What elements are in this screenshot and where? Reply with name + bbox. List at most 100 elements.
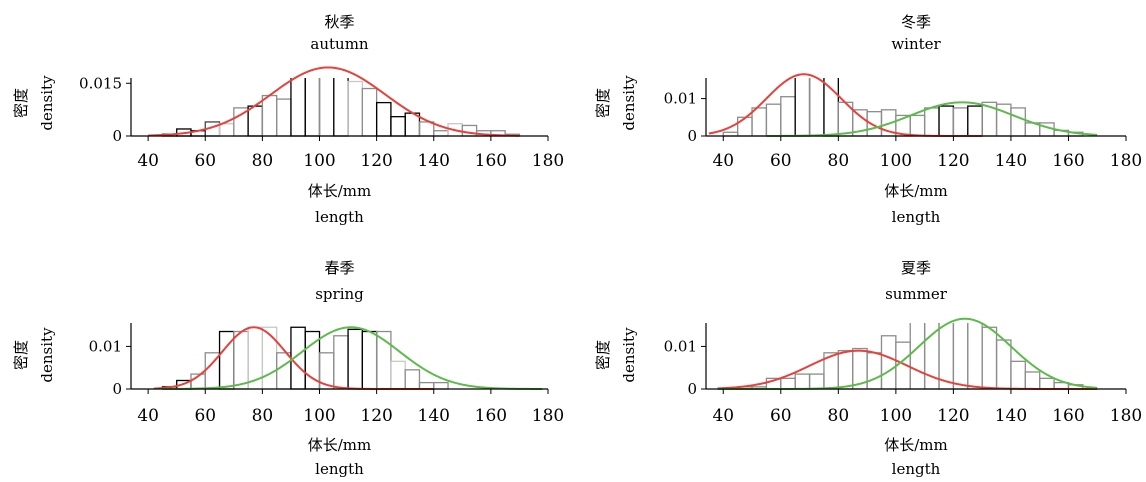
chart-title: 秋季 (324, 13, 354, 31)
histogram-bar (290, 78, 306, 137)
y-axis-label-en: density (620, 75, 638, 131)
y-axis-label-en: density (38, 327, 56, 383)
x-tick-label: 100 (880, 151, 912, 171)
fitted-curve (148, 66, 520, 137)
x-tick-label: 100 (880, 406, 912, 426)
histogram-bar (736, 116, 753, 137)
histogram-bar (751, 107, 768, 137)
y-axis-label: 密度 (594, 88, 612, 118)
histogram-bar (1039, 377, 1055, 390)
y-tick-label: 0 (687, 127, 697, 145)
histogram-bar (967, 323, 983, 390)
x-tick-label: 40 (137, 151, 159, 171)
histogram-bars (161, 326, 449, 390)
histogram-bar (333, 335, 349, 390)
x-tick-label: 180 (532, 151, 564, 171)
histogram-bar (347, 328, 363, 390)
chart-subtitle: autumn (310, 35, 369, 53)
x-tick-label: 180 (1110, 151, 1142, 171)
x-tick-label: 140 (418, 406, 450, 426)
x-axis-label-en: length (892, 208, 941, 226)
histogram-bar (909, 323, 926, 390)
histogram-bar (1010, 360, 1026, 390)
x-tick-label: 100 (303, 406, 335, 426)
chart-subtitle: winter (891, 35, 941, 53)
histogram-bar (938, 105, 955, 137)
histogram-bar (866, 111, 883, 137)
histogram-bar (361, 330, 378, 390)
x-tick-label: 180 (532, 406, 564, 426)
x-tick-label: 160 (475, 406, 507, 426)
x-tick-label: 160 (1052, 151, 1084, 171)
x-tick-label: 120 (360, 151, 392, 171)
histogram-bar (823, 78, 839, 137)
histogram-bar (404, 369, 421, 390)
x-tick-label: 60 (194, 406, 216, 426)
x-tick-label: 80 (252, 406, 274, 426)
histogram-bar (866, 352, 883, 390)
y-tick-label: 0 (112, 380, 122, 398)
y-tick-label: 0.01 (664, 337, 697, 355)
chart-title: 冬季 (901, 13, 931, 31)
x-tick-label: 140 (418, 151, 450, 171)
x-tick-label: 120 (937, 406, 969, 426)
histogram-bar (780, 377, 796, 390)
x-tick-label: 100 (303, 151, 335, 171)
x-tick-label: 120 (360, 406, 392, 426)
x-tick-label: 160 (475, 151, 507, 171)
histogram-bar (247, 105, 264, 137)
histogram-bar (218, 123, 235, 137)
fitted-curve (162, 326, 543, 390)
x-tick-label: 40 (712, 406, 734, 426)
x-tick-label: 40 (137, 406, 159, 426)
histogram-bar (276, 352, 292, 390)
histogram-bar (375, 101, 392, 137)
x-tick-label: 140 (995, 151, 1027, 171)
histogram-bar (837, 350, 854, 390)
histogram-bar (995, 339, 1012, 390)
y-axis-label: 密度 (12, 340, 30, 370)
x-axis-label-en: length (315, 460, 364, 478)
histogram-bar (794, 373, 811, 390)
x-tick-label: 40 (712, 151, 734, 171)
histogram-bar (981, 326, 998, 390)
x-tick-label: 60 (770, 406, 792, 426)
chart-subtitle: spring (315, 285, 364, 303)
histogram-bar (794, 78, 811, 137)
x-axis-label: 体长/mm (308, 182, 372, 200)
x-axis-label-en: length (892, 460, 941, 478)
x-tick-label: 80 (828, 406, 850, 426)
histogram-bar (390, 360, 406, 390)
y-axis-label: 密度 (12, 88, 30, 118)
histogram-bar (361, 87, 378, 137)
x-axis-label: 体长/mm (308, 436, 372, 454)
y-tick-label: 0.01 (664, 90, 697, 108)
y-tick-label: 0.01 (89, 337, 122, 355)
histogram-bar (433, 130, 449, 137)
histogram-bar (333, 78, 349, 137)
histogram-bar (261, 326, 278, 390)
y-axis-label-en: density (620, 327, 638, 383)
histogram-bar (780, 96, 796, 137)
histogram-bar (233, 330, 249, 390)
x-tick-label: 60 (194, 151, 216, 171)
histogram-bar (1010, 107, 1026, 137)
y-axis-label-en: density (38, 75, 56, 131)
x-tick-label: 80 (828, 151, 850, 171)
histogram-bar (276, 98, 292, 137)
x-axis-label-en: length (315, 208, 364, 226)
x-tick-label: 120 (937, 151, 969, 171)
histogram-bar (967, 105, 983, 137)
chart-panel-summer: 夏季 summer 40 60 80 100 120 140 160 180 0 0.01 体长/mm l… (594, 259, 1142, 478)
histogram-bar (952, 107, 969, 137)
chart-panel-winter: 冬季 winter 40 60 80 100 120 140 160 180 0 0.01 体长/mm l… (594, 13, 1142, 226)
y-axis-label: 密度 (594, 340, 612, 370)
chart-title: 夏季 (901, 259, 931, 277)
histogram-bars (736, 323, 1084, 390)
histogram-bar (433, 381, 449, 390)
x-tick-label: 60 (770, 151, 792, 171)
histogram-bar (1024, 371, 1041, 390)
y-tick-label: 0 (687, 380, 697, 398)
histogram-bar (880, 335, 897, 390)
